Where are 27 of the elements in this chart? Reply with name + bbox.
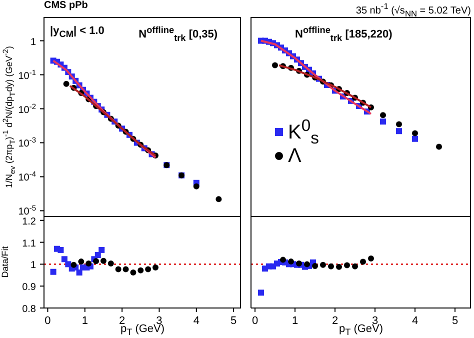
y-tick-label: 0.9 xyxy=(22,282,36,294)
x-tick-label: 4 xyxy=(412,315,418,327)
x-tick-label: 4 xyxy=(193,315,200,327)
y-tick-label: 1 xyxy=(30,36,36,48)
chart-title: 35 nb$^{-1}$ (√s$_{NN}$ = 5.02 TeV) xyxy=(356,0,471,20)
y-tick-label: 10$^{-3}$ xyxy=(18,135,36,150)
x-tick-label: 5 xyxy=(230,315,237,327)
y-tick-label: 10$^{-4}$ xyxy=(18,169,36,184)
legend-label: Λ xyxy=(288,144,302,168)
y-tick-label: 1.1 xyxy=(22,238,36,250)
x-tick-label: 1 xyxy=(82,315,88,327)
annotation: |y$_{CM}$| < 1.0 xyxy=(50,25,104,40)
x-tick-label: 0 xyxy=(252,315,258,327)
y-tick-label: 10$^{-1}$ xyxy=(18,67,36,82)
annotation: N$^{offline}$$_{trk}$ [185,220) xyxy=(295,25,392,43)
y-tick-label: 10$^{-2}$ xyxy=(18,101,36,116)
x-tick-label: 1 xyxy=(292,315,298,327)
x-tick-label: 0 xyxy=(44,315,51,327)
y-tick-label: 1 xyxy=(30,260,36,272)
chart-title: CMS pPb xyxy=(44,0,88,12)
annotation: N$^{offline}$$_{trk}$ [0,35) xyxy=(138,25,218,43)
y-tick-label: 0.8 xyxy=(22,304,36,315)
y-tick-label: 10$^{-5}$ xyxy=(18,203,36,218)
x-tick-label: 5 xyxy=(452,315,458,327)
y-tick-label: 1.2 xyxy=(22,216,36,228)
y-axis-title: Data/Fit xyxy=(0,246,11,278)
x-tick-label: 2 xyxy=(332,315,338,327)
